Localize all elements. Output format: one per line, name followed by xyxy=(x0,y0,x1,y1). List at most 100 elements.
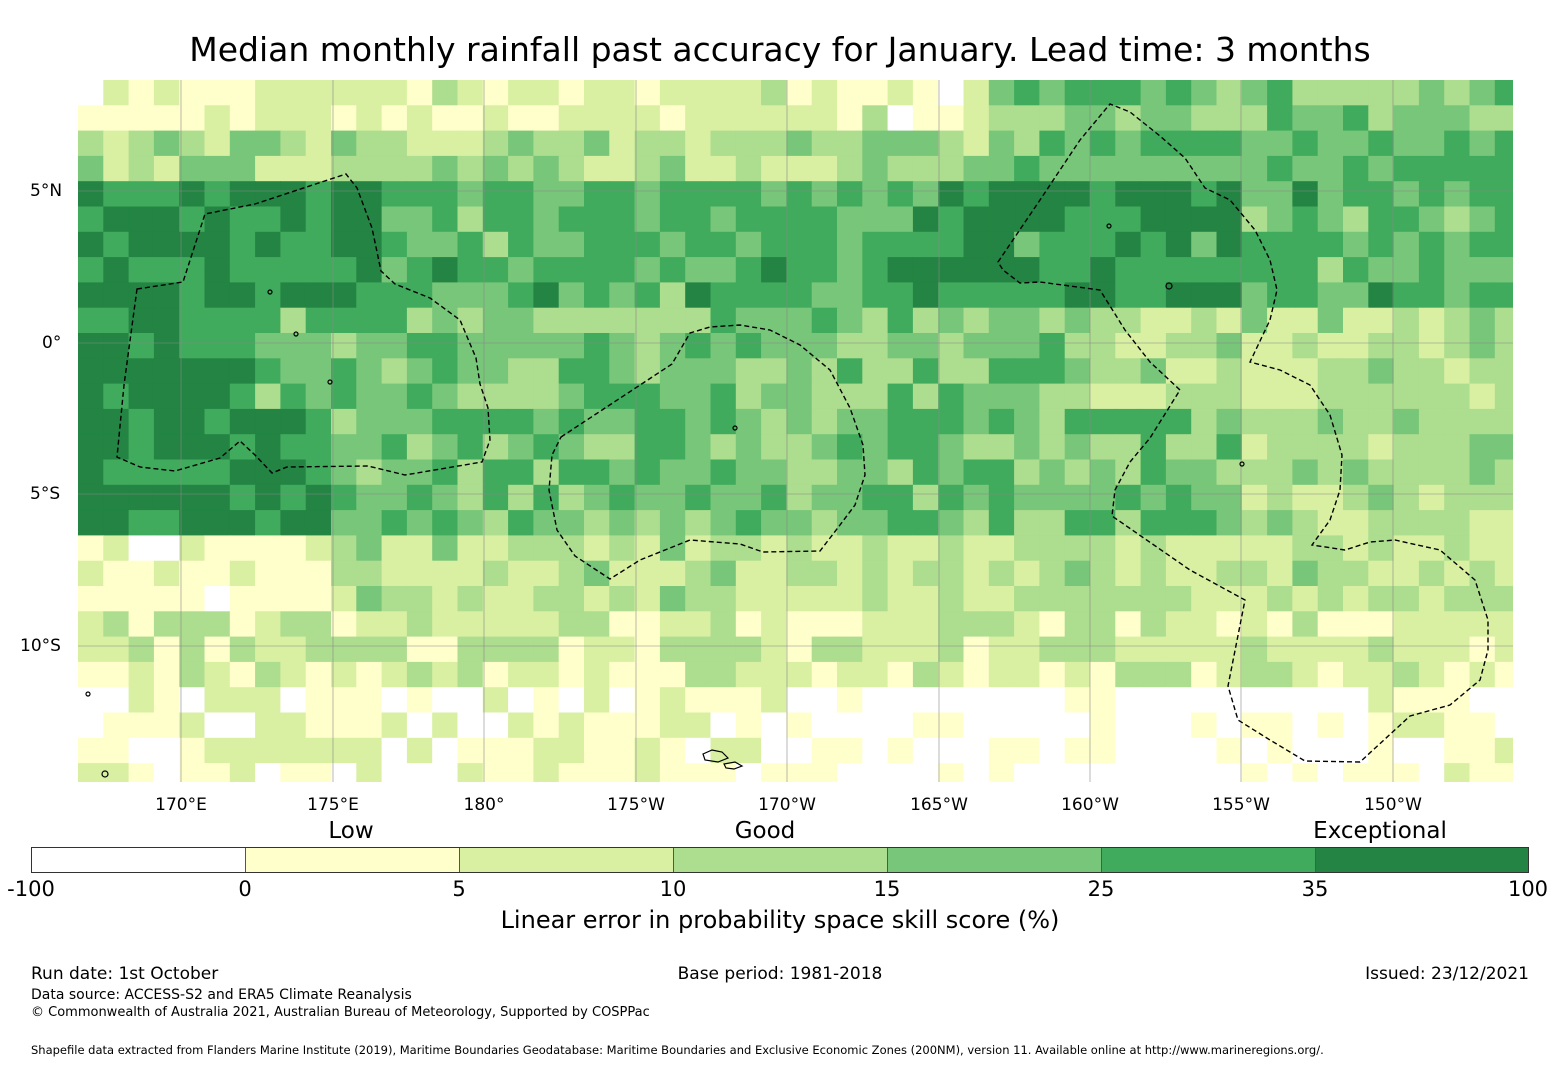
skill-cell xyxy=(1216,383,1243,410)
skill-cell xyxy=(837,358,863,385)
skill-cell xyxy=(1393,434,1420,461)
skill-cell xyxy=(659,737,686,764)
skill-cell xyxy=(381,611,408,638)
skill-cell xyxy=(912,231,939,258)
skill-cell xyxy=(1469,155,1496,182)
skill-cell xyxy=(179,611,206,638)
skill-cell xyxy=(1165,484,1192,511)
skill-cell xyxy=(811,130,838,157)
x-tick-label: 180° xyxy=(463,795,505,815)
skill-cell xyxy=(457,383,484,410)
skill-cell xyxy=(533,408,560,435)
skill-cell xyxy=(1241,560,1268,587)
skill-cell xyxy=(988,661,1015,688)
skill-cell xyxy=(406,105,433,132)
skill-cell xyxy=(1216,231,1243,258)
skill-cell xyxy=(1469,661,1496,688)
skill-cell xyxy=(331,687,357,714)
skill-cell xyxy=(406,358,433,385)
skill-cell xyxy=(1267,687,1293,714)
skill-cell xyxy=(1469,535,1496,562)
skill-cell xyxy=(457,687,484,714)
skill-cell xyxy=(356,712,383,739)
skill-cell xyxy=(1140,408,1167,435)
skill-cell xyxy=(1014,586,1040,612)
skill-cell xyxy=(761,687,787,714)
skill-cell xyxy=(1393,763,1420,782)
skill-cell xyxy=(1418,586,1445,612)
skill-cell xyxy=(609,307,636,334)
skill-cell xyxy=(229,307,256,334)
skill-cell xyxy=(103,333,130,359)
skill-cell xyxy=(1393,661,1420,688)
skill-cell xyxy=(837,661,863,688)
skill-cell xyxy=(153,737,180,764)
skill-cell xyxy=(584,535,610,562)
skill-cell xyxy=(1494,687,1513,714)
skill-cell xyxy=(432,484,459,511)
skill-cell xyxy=(710,687,737,714)
skill-cell xyxy=(887,712,914,739)
skill-cell xyxy=(1393,307,1420,334)
skill-cell xyxy=(634,206,661,233)
skill-cell xyxy=(508,155,534,182)
skill-cell xyxy=(1090,661,1116,688)
skill-cell xyxy=(1115,282,1142,309)
skill-cell xyxy=(761,307,787,334)
skill-cell xyxy=(634,459,661,486)
skill-cell xyxy=(179,712,206,739)
skill-cell xyxy=(735,434,762,461)
skill-cell xyxy=(963,130,990,157)
skill-cell xyxy=(634,105,661,132)
skill-cell xyxy=(685,661,712,688)
skill-cell xyxy=(1165,105,1192,132)
skill-cell xyxy=(1191,636,1218,663)
skill-cell xyxy=(1494,408,1513,435)
skill-cell xyxy=(432,358,459,385)
skill-cell xyxy=(963,181,990,208)
skill-cell xyxy=(837,535,863,562)
skill-cell xyxy=(963,510,990,536)
skill-cell xyxy=(1140,358,1167,385)
skill-cell xyxy=(1165,383,1192,410)
skill-cell xyxy=(1292,257,1319,283)
skill-cell xyxy=(1039,358,1066,385)
skill-cell xyxy=(963,282,990,309)
skill-cell xyxy=(229,560,256,587)
skill-cell xyxy=(1469,712,1496,739)
skill-cell xyxy=(786,231,813,258)
skill-cell xyxy=(1343,560,1369,587)
skill-cell xyxy=(1165,181,1192,208)
skill-cell xyxy=(988,636,1015,663)
skill-cell xyxy=(1494,130,1513,157)
skill-cell xyxy=(1418,636,1445,663)
skill-cell xyxy=(1140,383,1167,410)
skill-cell xyxy=(255,535,281,562)
skill-cell xyxy=(128,661,155,688)
skill-cell xyxy=(1014,282,1040,309)
skill-cell xyxy=(1393,130,1420,157)
skill-cell xyxy=(1216,737,1243,764)
skill-cell xyxy=(963,712,990,739)
skill-cell xyxy=(305,80,332,106)
skill-cell xyxy=(938,712,965,739)
skill-cell xyxy=(1343,510,1369,536)
skill-cell xyxy=(1368,560,1395,587)
skill-cell xyxy=(1343,535,1369,562)
skill-cell xyxy=(1216,586,1243,612)
skill-cell xyxy=(381,282,408,309)
skill-cell xyxy=(887,105,914,132)
island-atoll xyxy=(267,289,273,295)
skill-cell xyxy=(786,130,813,157)
skill-cell xyxy=(255,80,281,106)
x-tick-label: 170°E xyxy=(155,795,207,815)
skill-cell xyxy=(1165,459,1192,486)
skill-cell xyxy=(887,181,914,208)
skill-cell xyxy=(1292,459,1319,486)
skill-cell xyxy=(659,257,686,283)
skill-cell xyxy=(761,408,787,435)
skill-cell xyxy=(1191,383,1218,410)
skill-cell xyxy=(609,560,636,587)
skill-cell xyxy=(786,586,813,612)
skill-cell xyxy=(609,510,636,536)
